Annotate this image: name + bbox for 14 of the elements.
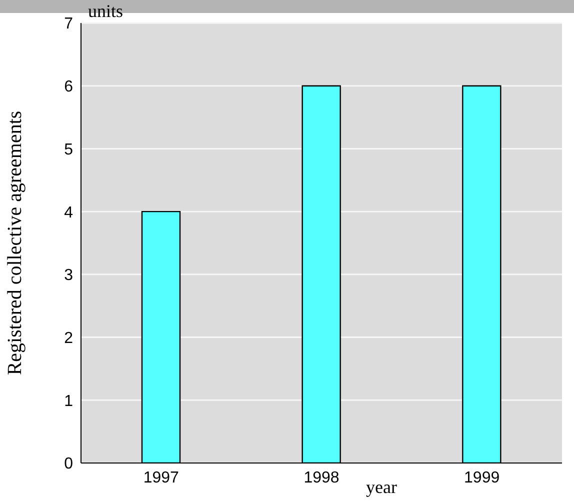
y-tick-label: 5 bbox=[64, 141, 74, 158]
x-tick-label: 1999 bbox=[464, 469, 500, 486]
y-tick-label: 7 bbox=[64, 16, 74, 33]
y-tick-label: 2 bbox=[64, 330, 74, 347]
y-tick-label: 1 bbox=[64, 392, 74, 410]
y-tick-label: 0 bbox=[64, 456, 74, 473]
y-tick-label: 3 bbox=[64, 267, 74, 284]
x-tick-label: 1997 bbox=[143, 469, 180, 486]
x-tick-label: 1998 bbox=[304, 469, 340, 486]
y-tick-label: 6 bbox=[64, 78, 74, 96]
x-axis-title: year bbox=[366, 477, 397, 497]
text: units bbox=[88, 1, 124, 22]
y-axis-title: Registered collective agreements bbox=[4, 110, 26, 376]
y-tick-label: 4 bbox=[64, 204, 74, 222]
